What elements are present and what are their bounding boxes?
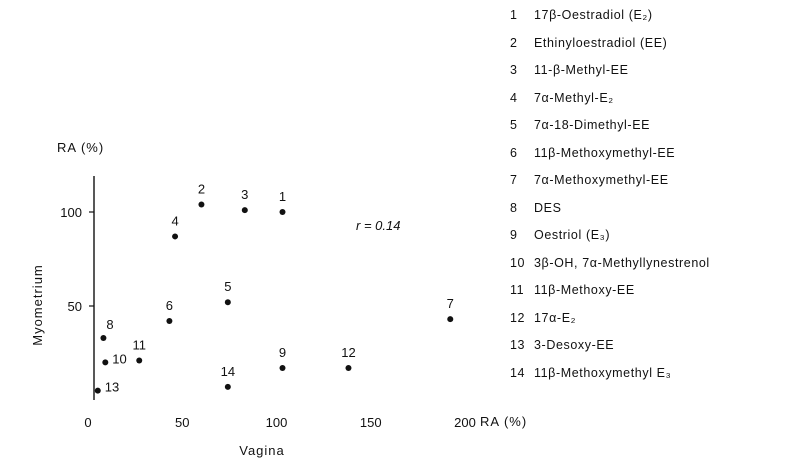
legend-number: 1 [510,8,518,22]
legend-number: 5 [510,118,518,132]
data-point-label: 13 [105,380,119,395]
legend-text: 7α-Methoxymethyl-EE [534,173,669,187]
legend-item: 7 7α-Methoxymethyl-EE [510,173,796,201]
data-point-label: 2 [198,181,205,196]
data-point [166,318,173,325]
x-tick-label: 150 [360,415,382,430]
legend-text: 3-Desoxy-EE [534,338,615,352]
legend-text: 17β-Oestradiol (E₂) [534,8,653,22]
legend-text: 11β-Methoxymethyl E₃ [534,365,672,380]
data-point-label: 12 [341,345,355,360]
data-point [241,207,248,214]
data-point-label: 14 [221,364,235,379]
data-point [224,383,231,390]
legend-item: 9 Oestriol (E₃) [510,228,796,256]
legend-number: 7 [510,173,518,187]
legend-item: 3 11-β-Methyl-EE [510,63,796,91]
legend-text: 7α-18-Dimethyl-EE [534,118,651,132]
data-point-label: 1 [279,189,286,204]
data-point [198,201,205,208]
legend-text: 3β-OH, 7α-Methyllynestrenol [534,255,710,270]
legend-number: 6 [510,145,518,160]
data-point [447,316,454,323]
data-point-label: 7 [447,296,454,311]
x-axis-title: Vagina [239,443,285,458]
legend-number: 10 [510,255,526,270]
x-tick-label: 100 [266,415,288,430]
legend-number: 14 [510,365,526,380]
legend-number: 2 [510,35,518,50]
legend-item: 2 Ethinyloestradiol (EE) [510,36,796,64]
legend-item: 5 7α-18-Dimethyl-EE [510,118,796,146]
data-point [100,334,107,341]
legend-item: 13 3-Desoxy-EE [510,338,796,366]
legend-item: 11 11β-Methoxy-EE [510,283,796,311]
legend-number: 9 [510,228,518,242]
data-point-label: 8 [106,317,113,332]
data-point-label: 10 [112,351,126,366]
data-point [279,209,286,215]
data-point [136,357,143,364]
data-point [102,359,109,366]
legend-item: 4 7α-Methyl-E₂ [510,91,796,119]
legend-text: Ethinyloestradiol (EE) [534,35,668,50]
legend-item: 1 17β-Oestradiol (E₂) [510,8,796,36]
tick-labels: 0 50 100 150 200 50 100 [60,205,476,430]
legend: 1 17β-Oestradiol (E₂) 2 Ethinyloestradiol (… [510,8,796,393]
legend-text: 11β-Methoxy-EE [534,283,635,297]
correlation-annotation: r = 0.14 [356,218,400,233]
x-tick-label: 0 [84,415,91,430]
data-point-label: 4 [171,213,178,228]
legend-item: 10 3β-OH, 7α-Methyllynestrenol [510,256,796,284]
y-axis-title: Myometrium [30,264,45,346]
data-point-label: 6 [166,298,173,313]
data-point [345,365,352,372]
legend-item: 14 11β-Methoxymethyl E₃ [510,366,796,394]
legend-number: 12 [510,310,526,325]
legend-number: 13 [510,338,526,352]
legend-text: 17α-E₂ [534,310,577,325]
legend-text: 11β-Methoxymethyl-EE [534,145,676,160]
data-point [94,387,101,394]
y-tick-label: 50 [68,299,82,314]
legend-text: Oestriol (E₃) [534,228,611,242]
legend-item: 12 17α-E₂ [510,311,796,339]
legend-number: 8 [510,200,518,215]
data-point-label: 3 [241,187,248,202]
data-point [279,365,286,372]
data-point-label: 5 [224,279,231,294]
legend-number: 4 [510,90,518,105]
data-point-label: 11 [132,338,146,353]
y-tick-label: 100 [60,205,82,220]
legend-item: 8 DES [510,201,796,229]
data-point [172,233,179,240]
legend-text: DES [534,200,562,215]
legend-text: 11-β-Methyl-EE [534,63,629,77]
legend-text: 7α-Methyl-E₂ [534,90,614,105]
data-point-label: 9 [279,345,286,360]
y-unit-label: RA (%) [57,140,104,155]
legend-number: 3 [510,63,518,77]
x-tick-label: 200 [454,415,476,430]
data-point [224,299,231,306]
x-unit-label: RA (%) [480,414,527,429]
legend-number: 11 [510,283,525,297]
x-tick-label: 50 [175,415,189,430]
legend-item: 6 11β-Methoxymethyl-EE [510,146,796,174]
